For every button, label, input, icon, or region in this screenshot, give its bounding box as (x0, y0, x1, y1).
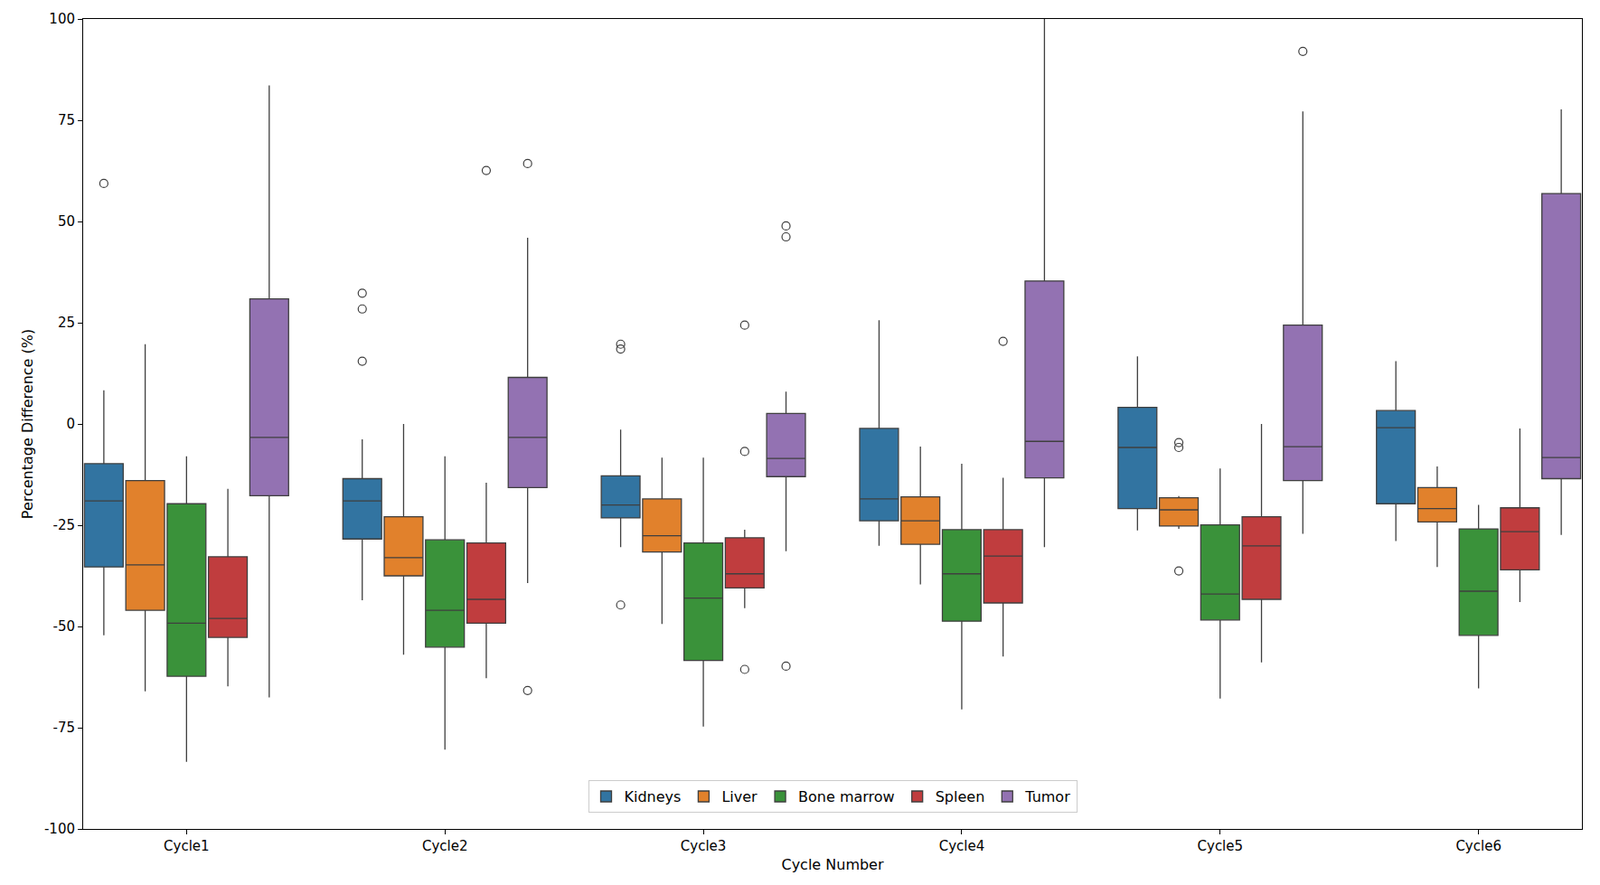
svg-text:0: 0 (65, 415, 76, 433)
svg-text:Bone marrow: Bone marrow (798, 788, 895, 806)
svg-text:Percentage Difference (%): Percentage Difference (%) (18, 329, 37, 519)
svg-text:75: 75 (57, 112, 76, 129)
svg-text:-75: -75 (53, 719, 76, 736)
svg-text:Cycle6: Cycle6 (1455, 837, 1502, 855)
svg-text:50: 50 (57, 213, 76, 230)
svg-text:Cycle Number: Cycle Number (781, 856, 885, 874)
svg-text:Kidneys: Kidneys (624, 788, 682, 806)
svg-text:100: 100 (48, 10, 76, 28)
svg-text:Tumor: Tumor (1024, 788, 1071, 806)
svg-text:Cycle2: Cycle2 (422, 837, 469, 855)
svg-text:Cycle1: Cycle1 (163, 837, 210, 855)
svg-text:Liver: Liver (721, 788, 758, 806)
svg-text:25: 25 (57, 314, 76, 331)
svg-text:-25: -25 (53, 517, 76, 534)
svg-text:-50: -50 (53, 618, 76, 635)
svg-text:Cycle5: Cycle5 (1197, 837, 1244, 855)
svg-text:-100: -100 (44, 820, 76, 838)
svg-text:Cycle3: Cycle3 (680, 837, 727, 855)
svg-text:Cycle4: Cycle4 (939, 837, 986, 855)
svg-text:Spleen: Spleen (935, 788, 986, 806)
